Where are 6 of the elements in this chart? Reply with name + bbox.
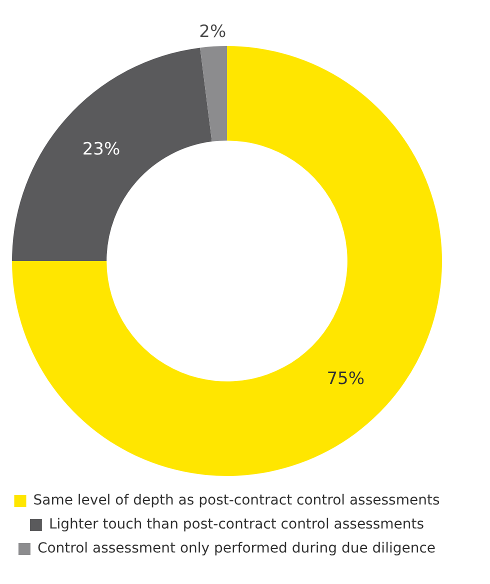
legend-label: Control assessment only performed during due diligence [37, 540, 436, 557]
data-label: 75% [326, 369, 364, 390]
legend-label: Lighter touch than post-contract control assessments [48, 516, 424, 533]
data-label: 2% [199, 22, 226, 42]
legend-label: Same level of depth as post-contract control assessments [33, 492, 440, 509]
data-label: 23% [82, 140, 120, 160]
